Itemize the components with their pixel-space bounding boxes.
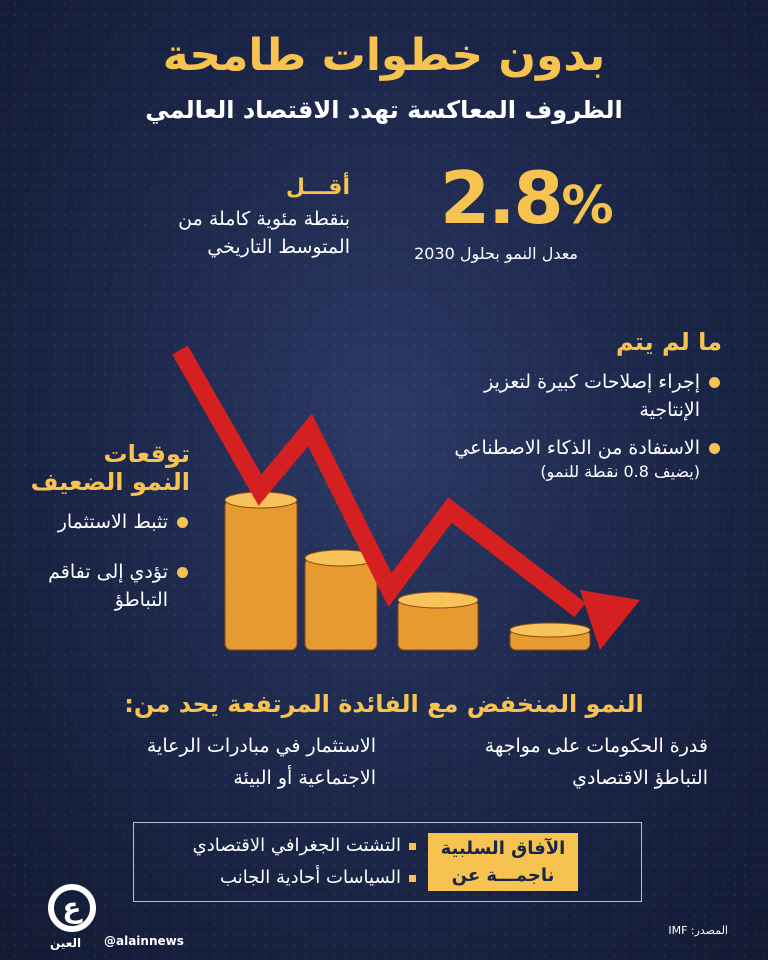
- less-line: بنقطة مئوية كاملة من: [178, 208, 350, 230]
- limit-line: الاستثمار في مبادرات الرعاية: [146, 735, 376, 757]
- page-title: بدون خطوات طامحة: [162, 30, 606, 81]
- outlook-label-line: الآفاق السلبية: [440, 838, 566, 859]
- outlook-item: التشتت الجغرافي الاقتصادي: [193, 835, 416, 856]
- forecasts-section: توقعات النمو الضعيف تثبط الاستثمار تؤدي …: [20, 440, 190, 624]
- growth-number: 2.8: [440, 156, 564, 240]
- limit-item: قدرة الحكومات على مواجهة التباطؤ الاقتصاد…: [388, 730, 708, 794]
- growth-caption: معدل النمو بحلول 2030: [414, 244, 578, 263]
- page-subtitle: الظروف المعاكسة تهدد الاقتصاد العالمي: [145, 96, 623, 124]
- forecasts-heading: توقعات: [103, 440, 190, 468]
- outlook-item: السياسات أحادية الجانب: [220, 867, 416, 888]
- unless-heading: ما لم يتم: [615, 328, 722, 356]
- logo-text: العين: [50, 936, 82, 950]
- growth-unit: %: [561, 176, 614, 236]
- less-title: أقـــل: [285, 175, 350, 200]
- forecast-item: تثبط الاستثمار: [20, 508, 190, 536]
- outlook-label-line: ناجمـــة عن: [451, 865, 555, 886]
- coin-stack: [224, 491, 298, 651]
- coin-stack: [509, 622, 591, 651]
- limits-heading: النمو المنخفض مع الفائدة المرتفعة يحد من…: [124, 690, 644, 718]
- forecasts-heading: النمو الضعيف: [30, 468, 190, 496]
- growth-value: 2.8%: [440, 162, 614, 236]
- outlook-box: الآفاق السلبية ناجمـــة عن التشتت الجغراف…: [133, 822, 642, 902]
- limit-line: الاجتماعية أو البيئة: [233, 767, 376, 789]
- less-desc: بنقطة مئوية كاملة من المتوسط التاريخي: [178, 205, 350, 261]
- unless-item: الاستفادة من الذكاء الاصطناعي: [422, 434, 722, 462]
- unless-item: إجراء إصلاحات كبيرة لتعزيز الإنتاجية: [422, 368, 722, 424]
- alain-logo: ع: [48, 884, 96, 932]
- social-handle: @alainnews: [104, 934, 184, 948]
- outlook-label: الآفاق السلبية ناجمـــة عن: [428, 833, 578, 891]
- forecast-item: تؤدي إلى تفاقم التباطؤ: [20, 558, 190, 614]
- coin-stack: [397, 591, 479, 651]
- limit-item: الاستثمار في مبادرات الرعاية الاجتماعية أ…: [46, 730, 376, 794]
- source-note: المصدر: IMF: [668, 924, 728, 937]
- declining-arrow-illustration: [172, 345, 640, 651]
- limit-line: التباطؤ الاقتصادي: [572, 767, 708, 789]
- less-line: المتوسط التاريخي: [207, 236, 350, 258]
- limit-line: قدرة الحكومات على مواجهة: [484, 735, 708, 757]
- coin-stack: [304, 549, 378, 651]
- unless-note: (يضيف 0.8 نقطة للنمو): [540, 462, 700, 481]
- unless-section: ما لم يتم إجراء إصلاحات كبيرة لتعزيز الإ…: [422, 328, 722, 481]
